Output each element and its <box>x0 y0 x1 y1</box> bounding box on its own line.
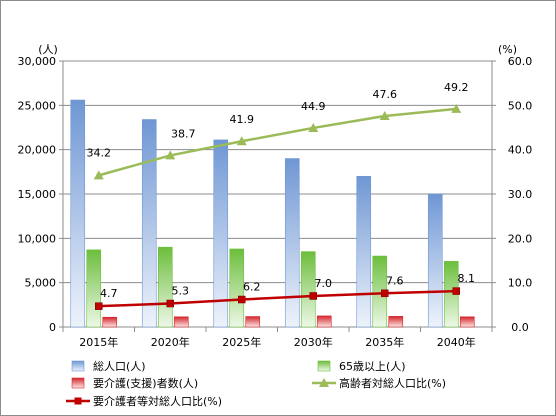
point-elderly-ratio <box>93 170 104 180</box>
y-right-tick-label: 0.0 <box>511 321 529 334</box>
bar-total-population <box>70 99 86 328</box>
y-left-tick-label: 0 <box>49 321 56 334</box>
y-left-tick-label: 10,000 <box>18 232 57 245</box>
bar-aged-65-plus <box>86 249 102 328</box>
x-tick-label: 2040年 <box>437 335 476 349</box>
data-label-care-ratio: 7.6 <box>386 274 404 287</box>
labels-layer: 34.2 38.7 41.9 44.9 47.6 49.2 4.7 5.3 6.2 7.0 7.6 8… <box>87 81 476 300</box>
y-left-tick-label: 30,000 <box>18 55 57 68</box>
y-left-tick-label: 15,000 <box>18 188 57 201</box>
x-tick-label: 2020年 <box>151 335 190 349</box>
lines-layer <box>93 103 462 310</box>
legend-label: 要介護者等対総人口比(%) <box>93 394 222 408</box>
bar-aged-65-plus <box>229 248 245 328</box>
point-care-ratio <box>381 289 389 298</box>
x-tick-label: 2025年 <box>222 335 261 349</box>
bar-care-required <box>173 316 189 328</box>
x-tick-label: 2030年 <box>294 335 333 349</box>
y-right-tick-label: 50.0 <box>508 99 533 112</box>
y-right-unit: (%) <box>498 43 517 56</box>
data-label-care-ratio: 8.1 <box>458 272 476 285</box>
legend-swatch <box>71 360 85 372</box>
x-tick-label: 2015年 <box>79 335 118 349</box>
line-elderly-ratio <box>98 107 457 177</box>
x-tick-label: 2035年 <box>365 335 404 349</box>
y-right-tick-label: 10.0 <box>508 277 533 290</box>
bar-care-required <box>102 316 118 328</box>
data-label-care-ratio: 4.7 <box>100 287 118 300</box>
grid-layer: 0 5,000 10,000 15,000 20,000 25,000 30,000 0.0 1… <box>18 43 533 349</box>
bar-care-required <box>245 316 261 328</box>
bar-aged-65-plus <box>157 246 173 328</box>
legend-label: 65歳以上(人) <box>339 360 406 373</box>
y-right-tick-label: 40.0 <box>508 144 533 157</box>
legend-label: 総人口(人) <box>93 359 146 373</box>
bar-care-required <box>459 316 475 328</box>
legend-swatch <box>71 377 85 389</box>
bars-layer <box>70 99 475 328</box>
point-elderly-ratio <box>451 103 462 113</box>
point-care-ratio <box>95 302 103 310</box>
bar-care-required <box>388 316 404 328</box>
legend-swatch <box>317 360 331 372</box>
legend-marker <box>74 397 82 405</box>
y-right-tick-label: 30.0 <box>508 188 533 201</box>
bar-total-population <box>284 158 300 328</box>
y-left-unit: (人) <box>38 43 58 56</box>
bar-total-population <box>141 119 157 328</box>
point-care-ratio <box>238 295 246 304</box>
legend-marker <box>319 378 329 387</box>
point-elderly-ratio <box>379 110 390 120</box>
bar-total-population <box>356 175 372 328</box>
point-elderly-ratio <box>308 122 319 132</box>
y-right-tick-label: 60.0 <box>508 55 533 68</box>
bar-aged-65-plus <box>300 251 316 328</box>
data-label-care-ratio: 5.3 <box>172 285 190 298</box>
y-right-tick-label: 20.0 <box>508 232 533 245</box>
bar-total-population <box>213 139 229 328</box>
data-label-elderly-ratio: 34.2 <box>87 146 112 159</box>
legend: 総人口(人) 65歳以上(人) 要介護(支援)者数(人) 高齢者対総人口比(%) 要介護… <box>66 359 446 408</box>
legend-label: 高齢者対総人口比(%) <box>339 376 446 390</box>
data-label-care-ratio: 7.0 <box>315 277 333 290</box>
point-care-ratio <box>309 292 317 300</box>
point-care-ratio <box>452 287 460 295</box>
bar-care-required <box>316 315 332 328</box>
data-label-elderly-ratio: 38.7 <box>171 127 196 140</box>
y-left-tick-label: 5,000 <box>25 277 57 290</box>
y-left-tick-label: 20,000 <box>18 144 57 157</box>
y-left-tick-label: 25,000 <box>18 99 57 112</box>
point-care-ratio <box>166 299 174 308</box>
line-care-ratio <box>98 289 457 308</box>
bar-total-population <box>427 193 443 328</box>
data-label-elderly-ratio: 41.9 <box>230 113 255 126</box>
data-label-elderly-ratio: 49.2 <box>444 81 469 94</box>
data-label-elderly-ratio: 44.9 <box>301 100 326 113</box>
point-elderly-ratio <box>236 136 247 146</box>
data-label-elderly-ratio: 47.6 <box>373 88 398 101</box>
data-label-care-ratio: 6.2 <box>243 281 261 294</box>
point-elderly-ratio <box>165 150 176 160</box>
legend-label: 要介護(支援)者数(人) <box>93 376 198 390</box>
